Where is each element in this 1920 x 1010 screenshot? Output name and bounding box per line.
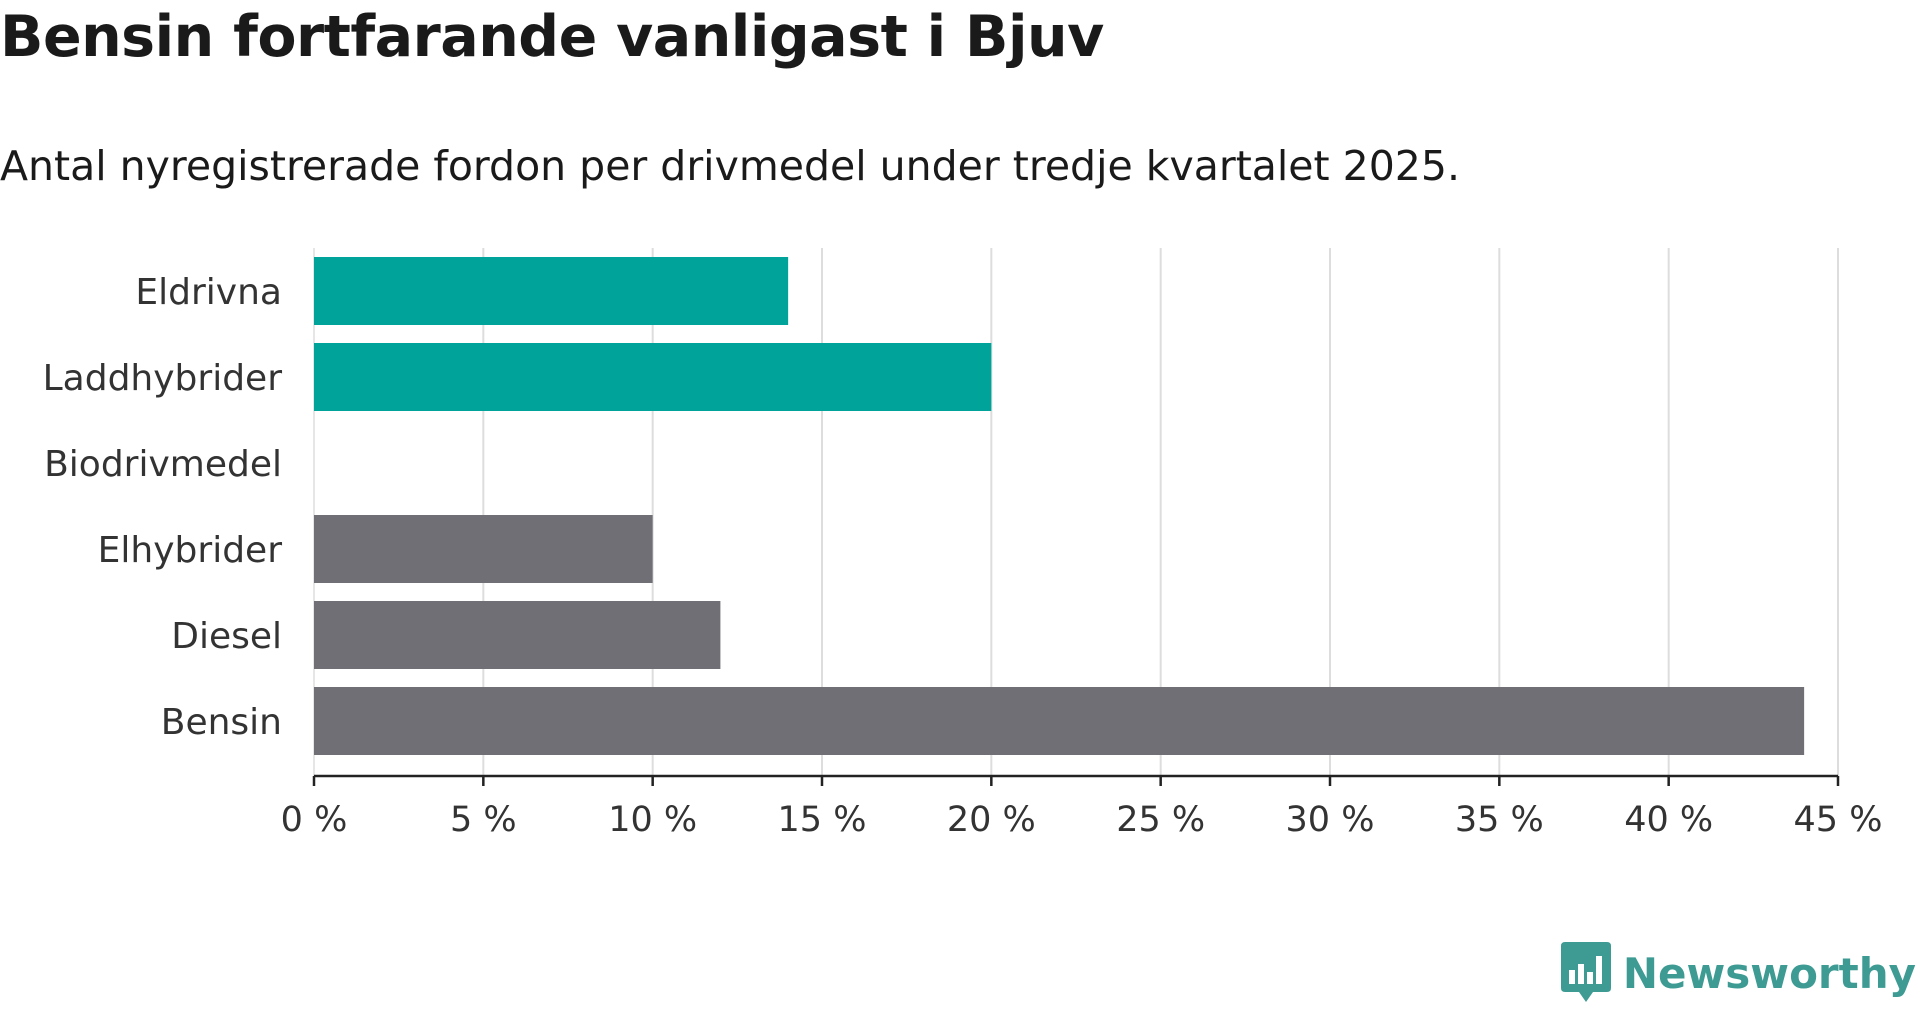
bar-layer — [314, 257, 1805, 755]
bar-bensin — [314, 687, 1805, 755]
bar-chart-icon — [1560, 942, 1611, 1002]
x-tick-label: 45 % — [1794, 800, 1883, 840]
category-label-diesel: Diesel — [171, 616, 282, 657]
category-label-laddhybrider: Laddhybrider — [43, 358, 283, 399]
category-label-bensin: Bensin — [161, 702, 282, 743]
bar-diesel — [314, 601, 721, 669]
category-labels: Eldrivna Laddhybrider Biodrivmedel Elhybrid… — [43, 272, 283, 743]
newsworthy-logo: Newsworthy — [1560, 938, 1916, 1008]
bar-laddhybrider — [314, 343, 992, 411]
x-tick-label: 5 % — [450, 800, 517, 840]
chart-subtitle: Antal nyregistrerade fordon per drivmede… — [0, 142, 1461, 190]
x-axis: 0 % 5 % 10 % 15 % 20 % 25 % 30 % 35 % 40 % 45 % — [281, 774, 1883, 840]
x-tick-label: 0 % — [281, 800, 348, 840]
x-tick-label: 35 % — [1455, 800, 1544, 840]
x-tick-label: 20 % — [947, 800, 1036, 840]
x-tick-label: 10 % — [608, 800, 697, 840]
chart-title: Bensin fortfarande vanligast i Bjuv — [0, 4, 1104, 70]
category-label-eldrivna: Eldrivna — [135, 272, 282, 313]
bar-chart: 0 % 5 % 10 % 15 % 20 % 25 % 30 % 35 % 40 % 45 % E… — [43, 248, 1883, 840]
bar-elhybrider — [314, 515, 653, 583]
x-tick-label: 15 % — [778, 800, 867, 840]
brand-name: Newsworthy — [1622, 948, 1916, 998]
category-label-elhybrider: Elhybrider — [98, 530, 283, 571]
x-tick-label: 25 % — [1116, 800, 1205, 840]
x-tick-label: 30 % — [1286, 800, 1375, 840]
category-label-biodrivmedel: Biodrivmedel — [44, 444, 282, 485]
x-tick-label: 40 % — [1624, 800, 1713, 840]
bar-eldrivna — [314, 257, 789, 325]
